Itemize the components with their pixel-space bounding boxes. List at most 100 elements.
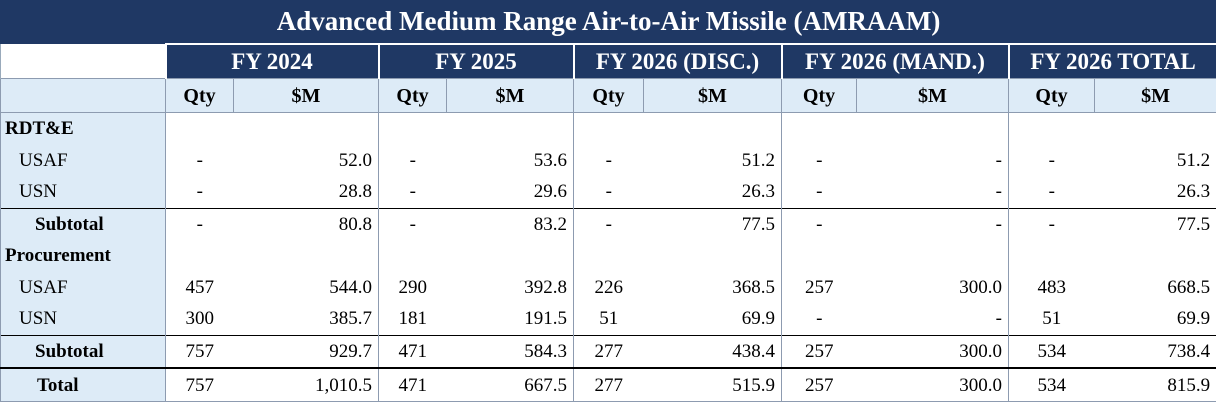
fy-header-2026-total: FY 2026 TOTAL (1007, 42, 1216, 79)
dollars-cell: 69.9 (1094, 303, 1216, 336)
qty-cell: 290 (378, 271, 447, 304)
dollars-cell: 300.0 (959, 276, 1002, 298)
qty-cell: - (573, 144, 644, 177)
row-label: Subtotal (0, 207, 166, 241)
dollars-cell: 584.3 (446, 334, 574, 369)
dollars-cell: 544.0 (329, 276, 372, 298)
dollars-cell: 1,010.5 (233, 367, 379, 402)
qty-header: Qty (573, 78, 644, 113)
qty-cell: 534 (1008, 367, 1095, 402)
section-row-procurement: Procurement (0, 240, 1216, 272)
table-row: USAF 457 544.0 290 392.8 226 368.5 257 300.0 483… (0, 271, 1216, 304)
dollars-cell: 738.4 (1094, 334, 1216, 369)
dollars-cell: 815.9 (1094, 367, 1216, 402)
corner-cell (0, 43, 166, 79)
qty-cell: - (781, 207, 857, 241)
qty-cell: - (165, 144, 234, 177)
row-label: USN (0, 176, 166, 209)
dollars-cell: - (995, 308, 1002, 330)
qty-cell: 277 (573, 367, 644, 402)
dollars-header: $M (233, 78, 379, 113)
dollars-header: $M (446, 78, 574, 113)
dollars-cell: 52.0 (338, 149, 372, 171)
dollars-cell: 83.2 (446, 207, 574, 241)
qty-cell: - (573, 207, 644, 241)
dollars-cell: 392.8 (524, 276, 567, 298)
qty-cell: 51 (573, 303, 644, 336)
fy-header-2026-mand: FY 2026 (MAND.) (780, 42, 1009, 79)
dollars-cell: 368.5 (732, 276, 775, 298)
qty-cell: 257 (781, 367, 857, 402)
qty-cell: 457 (165, 271, 234, 304)
qty-cell: 757 (165, 334, 234, 369)
dollars-cell: 77.5 (643, 207, 782, 241)
qty-cell: 757 (165, 367, 234, 402)
dollars-cell: 300.0 (856, 367, 1009, 402)
fy-header-2025: FY 2025 (377, 42, 574, 79)
dollars-cell: 191.5 (524, 308, 567, 330)
dollars-header: $M (643, 78, 782, 113)
dollars-cell: - (995, 149, 1002, 171)
dollars-cell: 438.4 (643, 334, 782, 369)
fy-header-2024: FY 2024 (164, 42, 379, 79)
row-label: Total (0, 367, 166, 402)
table-row: USN -28.8-29.6-26.3- - -26.3 (0, 176, 1216, 209)
qty-cell: 226 (573, 271, 644, 304)
fy-header-2026-disc: FY 2026 (DISC.) (572, 42, 782, 79)
dollars-cell: 77.5 (1094, 207, 1216, 241)
qty-header: Qty (781, 78, 857, 113)
subtotal-row-procurement: Subtotal 757 929.7 471 584.3 277 438.4 257 300.… (0, 334, 1216, 369)
qty-cell: 483 (1008, 271, 1095, 304)
qty-cell: 300 (165, 303, 234, 336)
qty-cell: - (378, 207, 447, 241)
section-label-procurement: Procurement (0, 240, 166, 272)
dollars-cell: 28.8 (338, 181, 372, 203)
dollars-cell: 668.5 (1094, 271, 1216, 304)
qty-header: Qty (1008, 78, 1095, 113)
dollars-cell: 51.2 (741, 149, 775, 171)
qty-cell: - (165, 176, 234, 209)
qty-cell: - (781, 303, 857, 336)
dollars-cell: 26.3 (741, 181, 775, 203)
row-label: USN (0, 303, 166, 336)
dollars-cell: 53.6 (533, 149, 567, 171)
dollars-cell: 51.2 (1094, 144, 1216, 177)
qty-cell: - (1008, 176, 1095, 209)
row-label: USAF (0, 144, 166, 177)
qty-cell: - (781, 144, 857, 177)
dollars-cell: 929.7 (233, 334, 379, 369)
qty-cell: - (1008, 144, 1095, 177)
qty-cell: - (378, 144, 447, 177)
table-row: USN 300 385.7 181 191.5 51 69.9- -51 69.9 (0, 303, 1216, 336)
qty-cell: 181 (378, 303, 447, 336)
qty-header: Qty (378, 78, 447, 113)
subtotal-row-rdte: Subtotal -80.8-83.2-77.5- - -77.5 (0, 207, 1216, 241)
qty-cell: 471 (378, 367, 447, 402)
table-row: USAF -52.0-53.6-51.2- - -51.2 (0, 144, 1216, 177)
column-header-row: Qty $M Qty $M Qty $M Qty $M Qty $M (0, 78, 1216, 113)
dollars-cell: - (995, 181, 1002, 203)
row-label: USAF (0, 271, 166, 304)
section-label-rdte: RDT&E (0, 112, 166, 145)
qty-cell: 471 (378, 334, 447, 369)
dollars-cell: 29.6 (533, 181, 567, 203)
dollars-header: $M (856, 78, 1009, 113)
dollars-header: $M (1093, 78, 1216, 113)
qty-cell: - (573, 176, 644, 209)
row-label: Subtotal (0, 334, 166, 369)
qty-cell: 257 (781, 271, 857, 304)
qty-cell: - (781, 176, 857, 209)
qty-cell: - (378, 176, 447, 209)
dollars-cell: 80.8 (233, 207, 379, 241)
qty-cell: - (1008, 207, 1095, 241)
dollars-cell: 515.9 (643, 367, 782, 402)
dollars-cell: - (856, 207, 1009, 241)
dollars-cell: 667.5 (446, 367, 574, 402)
fiscal-year-header-row: FY 2024 FY 2025 FY 2026 (DISC.) FY 2026 … (0, 42, 1216, 79)
qty-cell: 277 (573, 334, 644, 369)
qty-header: Qty (165, 78, 234, 113)
dollars-cell: 385.7 (329, 308, 372, 330)
table-title: Advanced Medium Range Air-to-Air Missile… (0, 0, 1216, 45)
total-row: Total 757 1,010.5 471 667.5 277 515.9 257 300.0… (0, 367, 1216, 402)
